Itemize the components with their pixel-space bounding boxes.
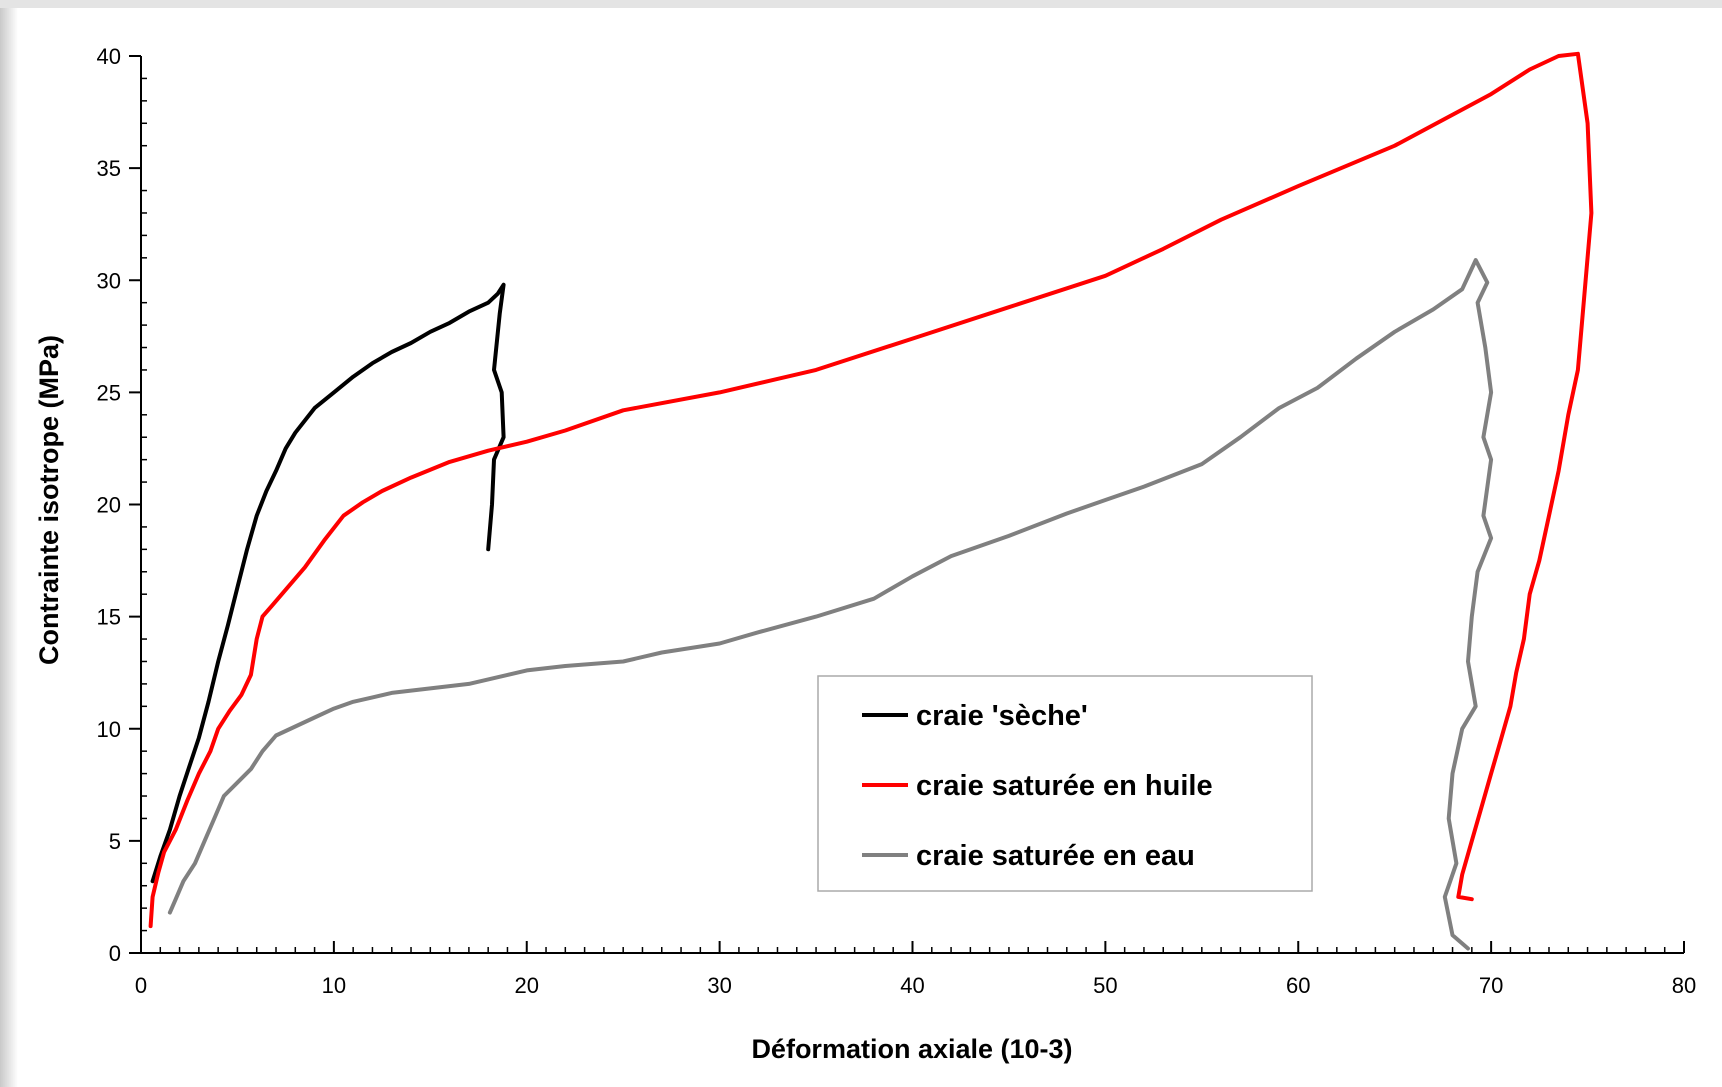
legend: craie 'sèche' craie saturée en huile cra…: [817, 675, 1313, 892]
tick-marks: [129, 55, 1685, 954]
series-line-water: [167, 258, 1494, 951]
x-tick-label: 50: [1093, 973, 1117, 998]
x-tick-label: 10: [322, 973, 346, 998]
frame-top-edge: [0, 0, 1722, 8]
tick-labels: 0 10 20 30 40 50 60 70 80 0 5 10 15 20 25 30 35 40: [97, 44, 1697, 998]
legend-item-water: craie saturée en eau: [862, 840, 1195, 872]
frame-left-edge: [0, 0, 18, 1087]
legend-item-dry: craie 'sèche': [862, 700, 1088, 732]
data-series: [148, 51, 1594, 951]
y-tick-label: 20: [97, 493, 121, 518]
x-tick-label: 70: [1479, 973, 1503, 998]
x-tick-label: 40: [900, 973, 924, 998]
y-axis-title: Contrainte isotrope (MPa): [34, 335, 64, 665]
x-tick-label: 80: [1672, 973, 1696, 998]
series-line-oil: [148, 51, 1594, 929]
legend-label-water: craie saturée en eau: [916, 840, 1195, 872]
x-tick-label: 0: [135, 973, 147, 998]
x-tick-label: 60: [1286, 973, 1310, 998]
y-tick-label: 10: [97, 717, 121, 742]
y-tick-label: 0: [109, 941, 121, 966]
y-tick-label: 35: [97, 156, 121, 181]
y-tick-label: 15: [97, 605, 121, 630]
series-line-dry: [150, 282, 506, 884]
y-tick-label: 5: [109, 829, 121, 854]
y-tick-label: 30: [97, 268, 121, 293]
y-tick-label: 25: [97, 380, 121, 405]
x-axis-title: Déformation axiale (10-3): [751, 1034, 1072, 1064]
legend-label-dry: craie 'sèche': [916, 700, 1088, 732]
legend-label-oil: craie saturée en huile: [916, 770, 1213, 802]
x-tick-label: 30: [707, 973, 731, 998]
x-tick-label: 20: [515, 973, 539, 998]
legend-item-oil: craie saturée en huile: [862, 770, 1213, 802]
y-tick-label: 40: [97, 44, 121, 69]
